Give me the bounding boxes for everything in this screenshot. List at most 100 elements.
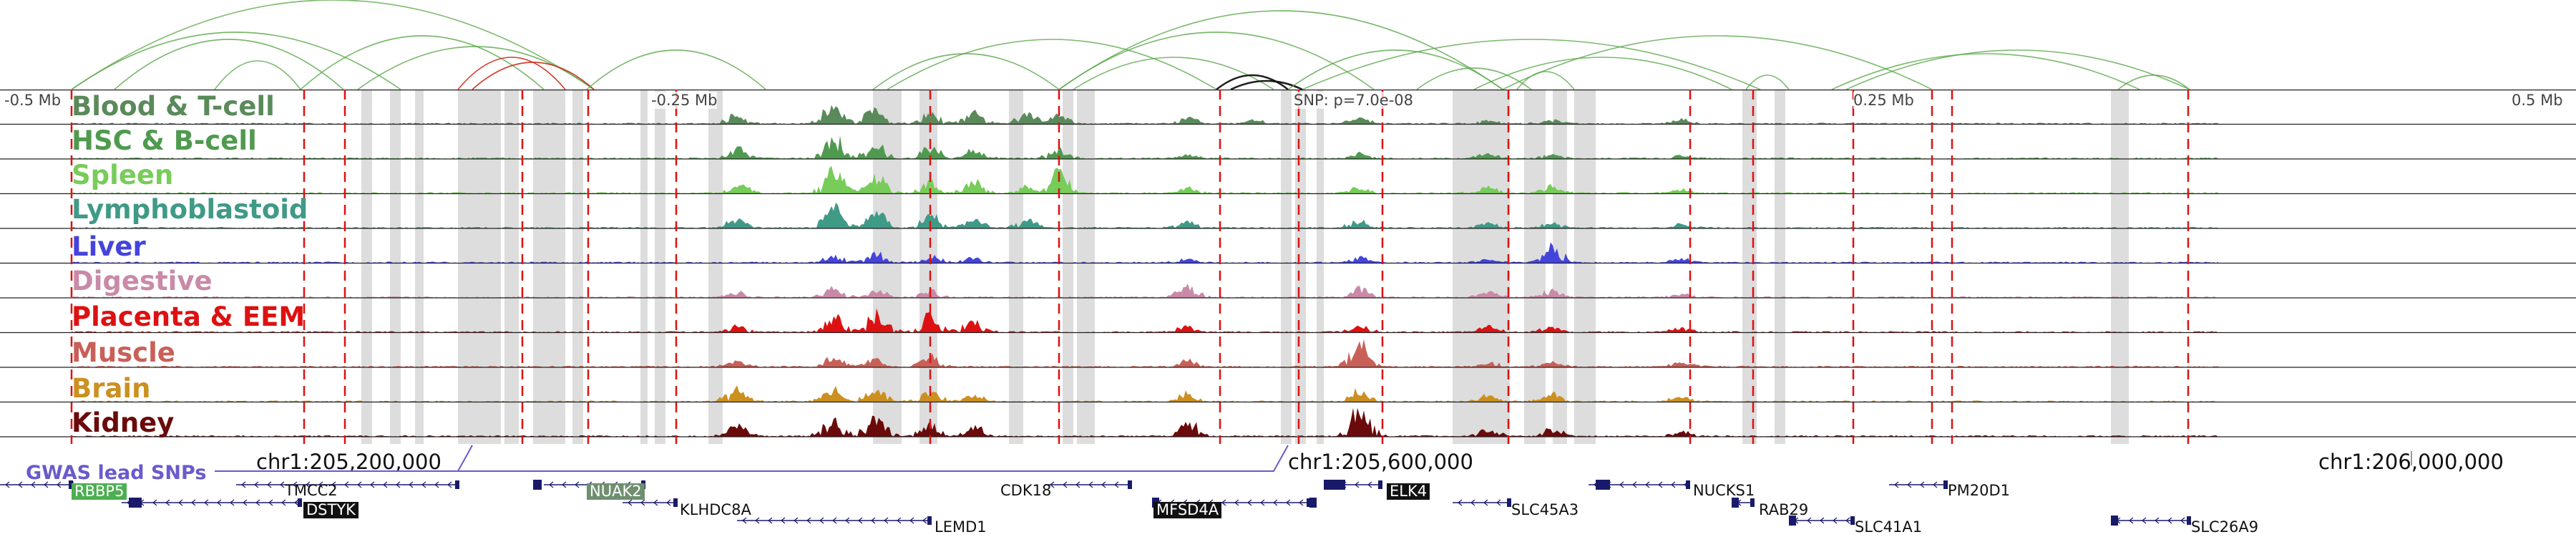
- highlight-band: [361, 90, 372, 444]
- gene-annotation-track: [0, 480, 2191, 526]
- highlight-band: [1742, 90, 1757, 444]
- gene-label-mfsd4a[interactable]: MFSD4A: [1153, 502, 1222, 518]
- loop-arc: [1302, 39, 1761, 90]
- highlight-band: [1077, 90, 1095, 444]
- axis-tick-left: -0.5 Mb: [4, 92, 62, 109]
- gene-label-rbbp5[interactable]: RBBP5: [72, 483, 127, 500]
- exon-block: [1732, 498, 1739, 508]
- highlight-band: [919, 90, 937, 444]
- highlight-band: [572, 90, 583, 444]
- highlight-band: [655, 90, 665, 444]
- gene-label-cdk18[interactable]: CDK18: [1000, 482, 1052, 499]
- gene-model: [2111, 516, 2191, 525]
- gene-model: [737, 516, 932, 525]
- track-signal: [72, 105, 2218, 125]
- loop-arc: [1058, 32, 1375, 90]
- highlight-band: [708, 90, 723, 444]
- loop-arc: [586, 49, 766, 90]
- gene-label-lemd1[interactable]: LEMD1: [935, 518, 987, 536]
- highlight-band: [458, 90, 501, 444]
- track-label-blood-t-cell: Blood & T-cell: [72, 91, 275, 122]
- gene-model: [1789, 516, 1855, 525]
- exon-block: [2111, 516, 2118, 526]
- track-label-hsc-b-cell: HSC & B-cell: [72, 125, 257, 156]
- highlight-band: [1009, 90, 1023, 444]
- track-label-spleen: Spleen: [72, 160, 174, 190]
- track-label-placenta-eem: Placenta & EEM: [72, 301, 306, 332]
- gene-label-dstyk[interactable]: DSTYK: [303, 502, 358, 518]
- loop-arc: [114, 39, 344, 90]
- highlight-band: [415, 90, 424, 444]
- highlight-band: [873, 90, 902, 444]
- loop-arc: [872, 53, 1060, 90]
- loop-arc: [2117, 74, 2190, 90]
- gene-model: [1045, 480, 1132, 489]
- highlight-band: [504, 90, 519, 444]
- coordinate-label-2: chr1:205,600,000: [1288, 450, 1473, 474]
- gene-model: [236, 480, 459, 489]
- exon-block: [129, 498, 142, 508]
- gene-label-slc26a9[interactable]: SLC26A9: [2191, 518, 2259, 536]
- loop-arc: [472, 62, 595, 90]
- exon-block: [1596, 480, 1610, 490]
- loop-arc: [1745, 74, 1790, 90]
- gene-model: [1889, 480, 1948, 489]
- gene-model: [122, 498, 302, 507]
- gene-label-rab29[interactable]: RAB29: [1759, 501, 1809, 518]
- axis-tick-right: 0.5 Mb: [2512, 92, 2563, 109]
- gwas-lead-snps-label: GWAS lead SNPs: [26, 462, 207, 484]
- highlight-band: [1295, 90, 1306, 444]
- track-signal: [72, 284, 2218, 298]
- gwas-connector: [215, 445, 2412, 472]
- loop-arc: [887, 39, 1217, 90]
- loop-arc: [1831, 53, 2140, 90]
- track-label-brain: Brain: [72, 373, 151, 404]
- highlight-band: [1063, 90, 1073, 444]
- highlight-band: [1317, 90, 1324, 444]
- loop-arc: [71, 0, 595, 90]
- highlight-band: [640, 90, 648, 444]
- highlight-band: [1574, 90, 1596, 444]
- loop-arc: [457, 57, 566, 90]
- highlight-band: [1775, 90, 1785, 444]
- highlight-band: [1553, 90, 1567, 444]
- gene-model: [623, 498, 678, 507]
- gene-label-slc45a3[interactable]: SLC45A3: [1511, 501, 1579, 518]
- highlight-band: [1281, 90, 1292, 444]
- axis-tick-mid-left: -0.25 Mb: [651, 92, 718, 109]
- gene-label-slc41a1[interactable]: SLC41A1: [1855, 518, 1923, 536]
- axis-tick-snp: SNP: p=7.0e-08: [1294, 92, 1413, 109]
- axis-tick-mid-right: 0.25 Mb: [1853, 92, 1914, 109]
- track-label-digestive: Digestive: [72, 266, 213, 296]
- gene-label-nucks1[interactable]: NUCKS1: [1693, 482, 1755, 499]
- track-label-kidney: Kidney: [72, 407, 175, 438]
- chromatin-loop-arcs: [71, 0, 2190, 90]
- loop-arc: [214, 60, 301, 90]
- loop-arc: [1416, 67, 1532, 90]
- gene-label-elk4[interactable]: ELK4: [1387, 483, 1430, 500]
- gene-label-klhdc8a[interactable]: KLHDC8A: [680, 501, 751, 518]
- loop-arc: [1058, 10, 1503, 90]
- loop-arc: [1473, 57, 1732, 90]
- loop-arc: [71, 32, 401, 90]
- track-label-lymphoblastoid: Lymphoblastoid: [72, 194, 308, 225]
- exon-block: [1789, 516, 1796, 526]
- loop-arc: [1516, 71, 1575, 90]
- coordinate-label-1: chr1:205,200,000: [256, 450, 441, 474]
- gene-model: [1453, 498, 1511, 507]
- highlight-band: [1453, 90, 1510, 444]
- loop-arc: [1287, 49, 1503, 90]
- loop-arc: [1502, 35, 1933, 90]
- highlight-band: [2111, 90, 2129, 444]
- loop-arc: [1216, 74, 1289, 90]
- track-label-liver: Liver: [72, 231, 146, 262]
- exon-block: [1324, 480, 1345, 490]
- highlight-band: [390, 90, 401, 444]
- exon-block: [1309, 498, 1317, 508]
- highlight-band: [533, 90, 565, 444]
- gene-label-nuak2[interactable]: NUAK2: [587, 483, 645, 500]
- loop-arc: [1845, 49, 2190, 90]
- gene-label-tmcc2[interactable]: TMCC2: [285, 482, 338, 499]
- gene-label-pm20d1[interactable]: PM20D1: [1948, 482, 2011, 499]
- exon-block: [533, 480, 542, 490]
